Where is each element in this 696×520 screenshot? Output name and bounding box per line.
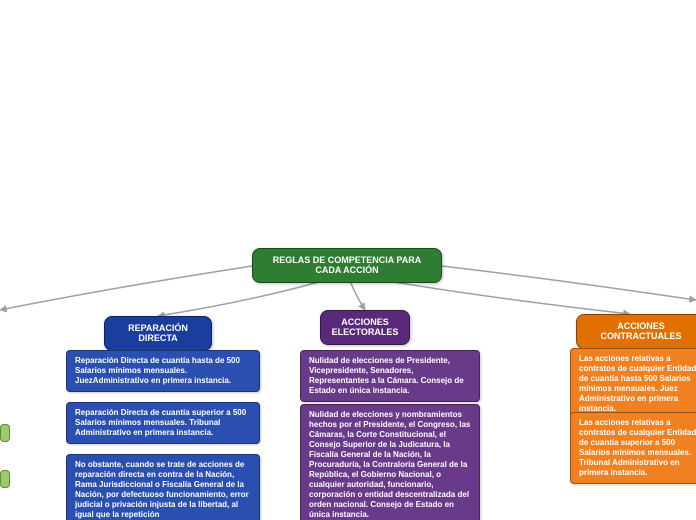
detail-text: Reparación Directa de cuantía hasta de 5… — [75, 356, 240, 385]
category-acciones-electorales[interactable]: ACCIONES ELECTORALES — [320, 310, 410, 345]
detail-electorales-1[interactable]: Nulidad de elecciones y nombramientos he… — [300, 404, 480, 520]
detail-text: Nulidad de elecciones y nombramientos he… — [309, 410, 470, 519]
detail-reparacion-2[interactable]: No obstante, cuando se trate de acciones… — [66, 454, 260, 520]
category-reparacion-directa[interactable]: REPARACIÓN DIRECTA — [104, 316, 212, 351]
detail-contractuales-0[interactable]: Las acciones relativas a contratos de cu… — [570, 348, 696, 420]
root-node[interactable]: REGLAS DE COMPETENCIA PARA CADA ACCIÓN — [252, 248, 442, 283]
detail-text: No obstante, cuando se trate de acciones… — [75, 460, 249, 519]
category-label: ACCIONES ELECTORALES — [332, 317, 399, 337]
detail-reparacion-1[interactable]: Reparación Directa de cuantía superior a… — [66, 402, 260, 444]
category-acciones-contractuales[interactable]: ACCIONES CONTRACTUALES — [576, 314, 696, 349]
detail-text: Nulidad de elecciones de Presidente, Vic… — [309, 356, 464, 395]
mindmap-canvas: { "colors": { "canvas_bg": "#ffffff", "r… — [0, 0, 696, 520]
offscreen-node-stub — [0, 424, 10, 442]
category-label: ACCIONES CONTRACTUALES — [601, 321, 682, 341]
offscreen-node-stub — [0, 470, 10, 488]
detail-contractuales-1[interactable]: Las acciones relativas a contratos de cu… — [570, 412, 696, 484]
detail-electorales-0[interactable]: Nulidad de elecciones de Presidente, Vic… — [300, 350, 480, 402]
detail-reparacion-0[interactable]: Reparación Directa de cuantía hasta de 5… — [66, 350, 260, 392]
root-label: REGLAS DE COMPETENCIA PARA CADA ACCIÓN — [273, 255, 422, 275]
category-label: REPARACIÓN DIRECTA — [128, 323, 188, 343]
detail-text: Las acciones relativas a contratos de cu… — [579, 354, 696, 413]
detail-text: Reparación Directa de cuantía superior a… — [75, 408, 246, 437]
detail-text: Las acciones relativas a contratos de cu… — [579, 418, 696, 477]
